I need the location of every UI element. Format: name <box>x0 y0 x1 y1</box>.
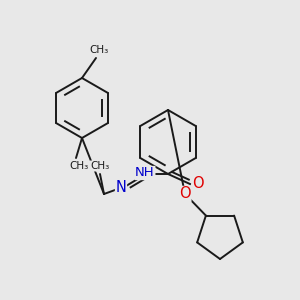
Text: NH: NH <box>135 167 155 179</box>
Text: N: N <box>116 181 126 196</box>
Text: CH₃: CH₃ <box>69 161 88 171</box>
Text: CH₃: CH₃ <box>89 45 109 55</box>
Text: O: O <box>192 176 204 191</box>
Text: CH₃: CH₃ <box>90 161 110 171</box>
Text: O: O <box>179 187 191 202</box>
